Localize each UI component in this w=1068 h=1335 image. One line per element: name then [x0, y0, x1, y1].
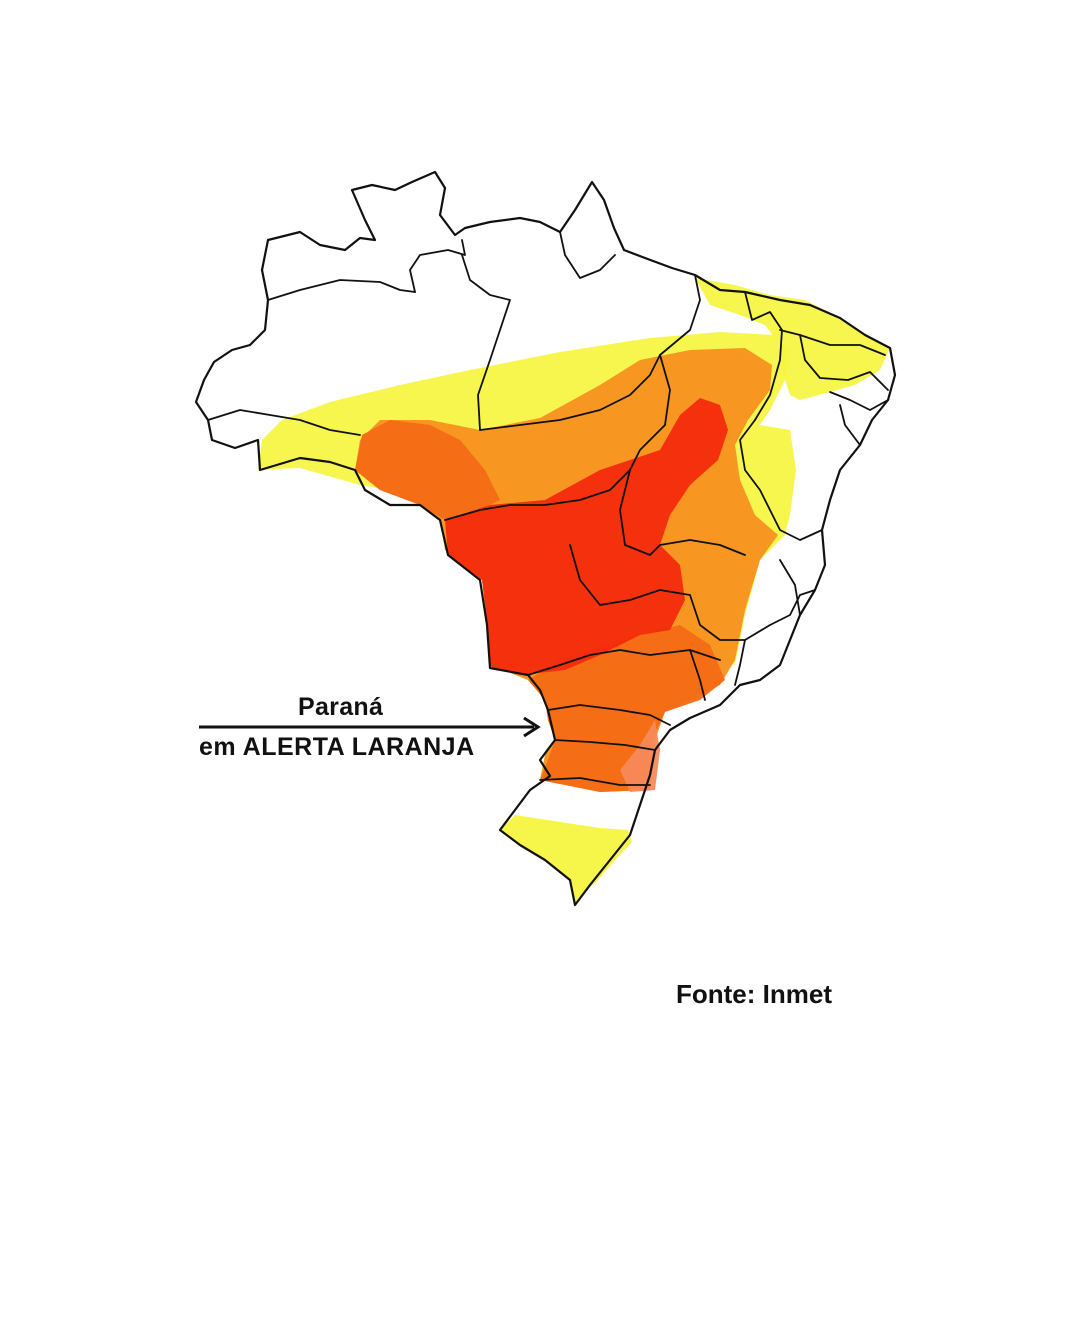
- source-credit: Fonte: Inmet: [676, 979, 832, 1009]
- alert-zone-dark-orange-west: [355, 420, 500, 520]
- alert-zone-yellow-south: [500, 815, 632, 905]
- arrow-right-icon: [199, 716, 541, 738]
- brazil-outline: [194, 170, 897, 907]
- alert-zone-yellow-northeast: [695, 278, 890, 400]
- alert-zone-dark-orange-south: [528, 625, 725, 792]
- alert-level-label: em ALERTA LARANJA: [199, 733, 475, 761]
- alert-zone-red: [445, 398, 728, 675]
- state-label: Paraná: [298, 693, 384, 721]
- state-borders: [207, 231, 889, 786]
- alert-zones: [258, 278, 890, 905]
